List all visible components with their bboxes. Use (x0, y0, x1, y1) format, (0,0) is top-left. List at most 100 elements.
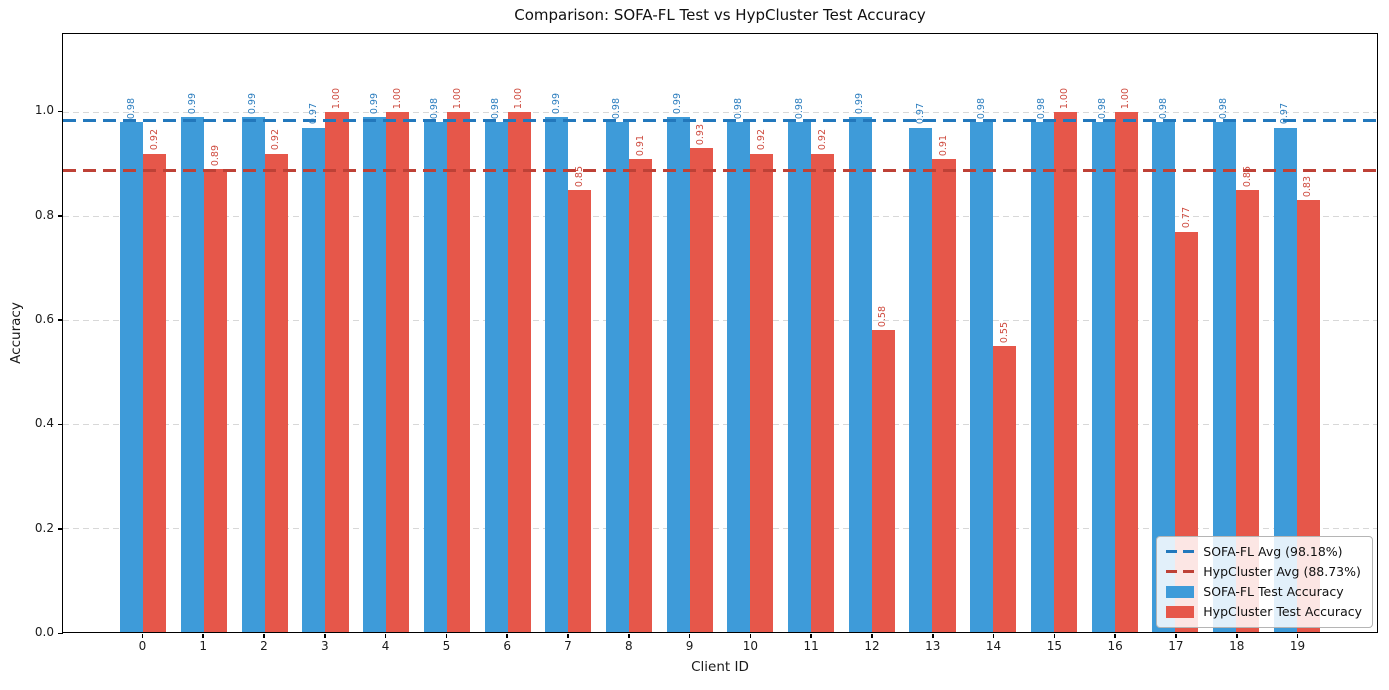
bar-hypcluster (1175, 231, 1199, 632)
y-tick-mark (58, 528, 63, 530)
bar-value-label: 1.00 (1059, 87, 1071, 109)
bar-hypcluster (689, 148, 713, 632)
x-tick-label: 2 (260, 639, 268, 653)
legend-item-label: SOFA-FL Test Accuracy (1203, 584, 1344, 599)
bar-group: 0.98 1.00 (1084, 34, 1145, 632)
bar-group: 0.98 0.92 (720, 34, 781, 632)
x-axis-label: Client ID (691, 659, 749, 675)
bar-group: 0.98 0.92 (113, 34, 174, 632)
bar-group: 0.97 0.83 (1266, 34, 1327, 632)
avg-line (63, 119, 1377, 123)
bar-value-label: 1.00 (513, 87, 525, 109)
legend-item: HypCluster Avg (88.73%) (1166, 564, 1362, 579)
bar-group: 0.98 1.00 (417, 34, 478, 632)
x-tick-label: 17 (1168, 639, 1184, 653)
bar-group: 0.98 1.00 (1024, 34, 1085, 632)
x-tick-label: 7 (564, 639, 572, 653)
y-tick-mark (58, 319, 63, 321)
bar-group: 0.99 0.92 (234, 34, 295, 632)
legend: SOFA-FL Avg (98.18%) HypCluster Avg (88.7… (1156, 536, 1373, 628)
bar-value-label: 0.77 (1180, 207, 1192, 229)
gridline (63, 320, 1377, 321)
bar-value-label: 0.98 (611, 98, 623, 120)
legend-dashed-line-swatch (1166, 570, 1195, 573)
bar-value-label: 1.00 (452, 87, 464, 109)
bar-value-label: 0.58 (877, 306, 889, 328)
bar-sofa-fl (423, 122, 447, 632)
bar-value-label: 0.98 (429, 98, 441, 120)
bar-sofa-fl (180, 117, 205, 632)
bar-sofa-fl (241, 117, 265, 632)
bar-value-label: 0.98 (975, 98, 987, 120)
legend-dashed-line-swatch (1166, 550, 1195, 553)
bar-hypcluster (871, 330, 895, 632)
bar-value-label: 0.98 (1036, 98, 1048, 120)
bar-value-label: 0.99 (854, 93, 866, 115)
bar-sofa-fl (1273, 127, 1297, 632)
gridline (63, 528, 1377, 529)
bar-value-label: 0.92 (755, 129, 767, 151)
legend-item: SOFA-FL Avg (98.18%) (1166, 544, 1362, 559)
bar-group: 0.98 0.92 (781, 34, 842, 632)
bar-group: 0.98 0.91 (599, 34, 660, 632)
bar-sofa-fl (302, 127, 326, 632)
y-tick-mark (58, 110, 63, 113)
bar-value-label: 0.93 (695, 124, 707, 146)
bar-value-label: 0.99 (247, 93, 259, 115)
x-tick-mark (871, 634, 873, 638)
bar-value-label: 1.00 (391, 87, 403, 109)
bar-value-label: 0.92 (816, 129, 828, 151)
bar-value-label: 0.99 (672, 93, 684, 115)
bar-hypcluster (1296, 200, 1320, 632)
bar-group: 0.98 0.55 (963, 34, 1024, 632)
bar-group: 0.99 1.00 (356, 34, 417, 632)
bar-hypcluster (264, 153, 288, 632)
x-tick-label: 19 (1289, 639, 1306, 653)
x-tick-mark (263, 634, 265, 638)
bar-value-label: 0.97 (914, 103, 926, 125)
bar-group: 0.98 0.85 (1206, 34, 1267, 632)
bar-hypcluster (386, 112, 410, 632)
x-tick-label: 15 (1046, 639, 1062, 653)
x-tick-label: 6 (503, 639, 511, 653)
bar-hypcluster (1114, 112, 1138, 632)
y-tick-mark (58, 632, 63, 634)
bar-value-label: 0.89 (209, 145, 221, 167)
bar-value-label: 0.92 (270, 129, 282, 151)
legend-patch-swatch (1166, 585, 1195, 598)
y-tick-mark (58, 423, 63, 426)
bar-group: 0.97 1.00 (295, 34, 356, 632)
bar-hypcluster (993, 346, 1017, 632)
gridline (63, 424, 1377, 425)
x-tick-mark (1175, 634, 1177, 638)
x-tick-mark (932, 634, 934, 638)
bar-sofa-fl (848, 117, 872, 632)
bar-hypcluster (1236, 190, 1260, 632)
x-tick-label: 3 (320, 639, 329, 653)
bar-value-label: 0.98 (732, 98, 744, 120)
bar-value-label: 0.97 (1279, 103, 1291, 125)
gridline (63, 216, 1377, 217)
x-tick-mark (810, 634, 812, 638)
gridline (63, 112, 1377, 113)
bar-value-label: 0.98 (1218, 98, 1230, 120)
x-tick-mark (688, 634, 691, 638)
bar-value-label: 0.83 (1302, 176, 1314, 198)
bar-hypcluster (628, 158, 653, 632)
x-tick-mark (384, 634, 387, 638)
bar-hypcluster (568, 190, 592, 632)
y-tick-label: 0.6 (34, 311, 54, 326)
x-tick-label: 10 (742, 639, 758, 653)
bar-value-label: 0.92 (148, 129, 160, 151)
avg-line (63, 168, 1377, 172)
bar-sofa-fl (666, 117, 690, 632)
bar-hypcluster (750, 153, 774, 632)
bar-sofa-fl (970, 122, 994, 632)
bar-value-label: 0.91 (938, 134, 950, 156)
x-tick-label: 9 (685, 639, 694, 653)
y-tick-label: 0.4 (34, 416, 54, 431)
bar-value-label: 0.98 (793, 98, 805, 120)
legend-item-label: HypCluster Avg (88.73%) (1203, 564, 1361, 579)
x-tick-label: 11 (803, 639, 819, 653)
